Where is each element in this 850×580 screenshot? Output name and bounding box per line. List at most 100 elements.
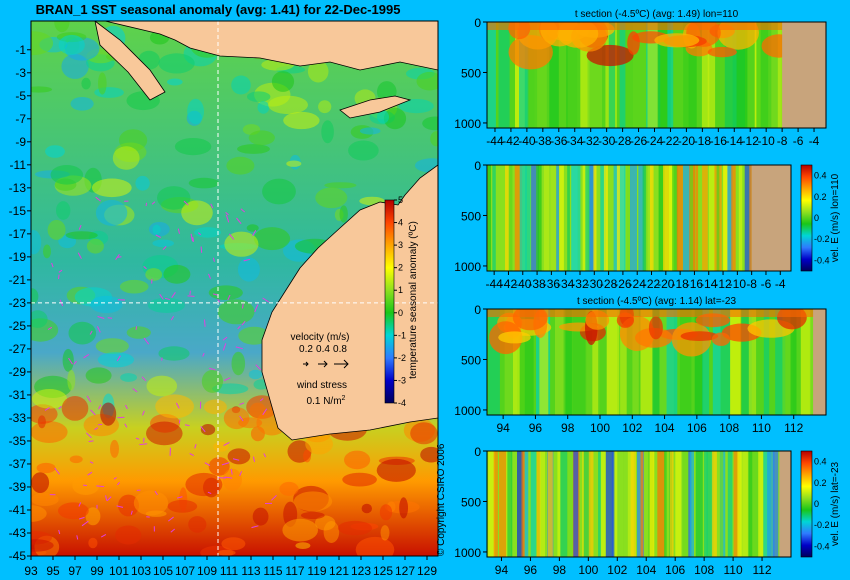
anomaly-patch <box>68 321 97 345</box>
velocity-vector <box>88 440 94 442</box>
section-column <box>711 451 717 557</box>
anomaly-patch <box>247 91 271 102</box>
anomaly-patch <box>252 507 269 526</box>
section-surface-layer <box>487 309 826 317</box>
map-y-tick-label: -15 <box>9 204 27 218</box>
velocity-vector <box>207 491 212 495</box>
section-column <box>605 451 613 557</box>
section-x-tick-label: 100 <box>590 421 610 435</box>
anomaly-patch <box>221 537 246 551</box>
section-x-tick-label: -18 <box>671 277 689 291</box>
anomaly-patch <box>237 144 270 154</box>
velocity-vector <box>189 290 191 295</box>
section-x-tick-label: 94 <box>495 563 509 577</box>
velocity-vector <box>241 320 246 326</box>
sst-colorbar-bar <box>384 199 395 404</box>
velocity-vector <box>222 343 227 351</box>
velocity-legend-value-1: 0.2 <box>299 344 313 355</box>
section-column <box>649 451 655 557</box>
section-column <box>688 451 692 557</box>
section-column <box>513 309 525 415</box>
section-x-tick-label: -24 <box>646 134 664 148</box>
velocity-vector <box>187 295 195 297</box>
section-column <box>720 309 731 415</box>
vel-section-lat: 94 96 98 100 102 104 106 108 110 112050010000.40.… <box>454 445 841 577</box>
velocity-vector <box>194 443 197 449</box>
section-column <box>763 309 770 415</box>
anomaly-patch <box>36 462 56 474</box>
section-column <box>640 451 644 557</box>
velocity-vector <box>96 485 105 488</box>
section-y-tick-label: 0 <box>474 445 481 459</box>
anomaly-patch <box>248 130 275 146</box>
section-column <box>720 451 724 557</box>
section-column <box>543 165 550 271</box>
velocity-vector <box>78 224 82 230</box>
velocity-vector <box>143 337 150 345</box>
anomaly-patch <box>315 515 336 531</box>
velocity-vector <box>143 266 147 270</box>
section-y-tick-label: 0 <box>474 303 481 317</box>
section-column <box>706 451 714 557</box>
anomaly-patch <box>90 295 123 314</box>
velocity-vector <box>151 201 156 205</box>
map-y-tick-label: -31 <box>9 388 27 402</box>
section-column <box>619 22 626 128</box>
section-column <box>577 165 581 271</box>
section-x-tick-label: -38 <box>528 277 546 291</box>
section-column <box>688 22 697 128</box>
section-x-tick-label: -44 <box>486 134 504 148</box>
vel-section-lat-frame <box>486 450 792 558</box>
anomaly-patch <box>226 156 255 175</box>
section-column <box>694 309 704 415</box>
velocity-vector <box>95 196 101 202</box>
map-x-tick-label: 95 <box>46 564 60 578</box>
section-column <box>531 165 539 271</box>
section-column <box>676 165 683 271</box>
anomaly-patch <box>208 457 230 476</box>
velocity-vector <box>230 468 233 475</box>
section-x-tick-label: -16 <box>710 134 728 148</box>
anomaly-patch <box>200 424 216 436</box>
anomaly-patch <box>217 549 236 556</box>
section-column <box>555 309 564 415</box>
vel-colorbar-tick-label: 0.2 <box>814 192 827 202</box>
velocity-vector <box>81 520 89 527</box>
anomaly-patch <box>146 421 183 446</box>
anomaly-patch <box>213 441 229 452</box>
section-land <box>782 22 826 128</box>
map-x-tick-label: 111 <box>220 564 239 578</box>
section-x-tick-label: -4 <box>775 277 786 291</box>
anomaly-patch <box>410 422 438 445</box>
section-x-tick-label: 96 <box>529 421 543 435</box>
velocity-vector <box>236 217 242 225</box>
section-column <box>771 22 781 128</box>
anomaly-patch <box>95 338 129 354</box>
t-section-lat: t section (-4.5ºC) (avg: 1.14) lat=-23 94… <box>454 296 827 435</box>
section-column <box>521 451 525 557</box>
section-column <box>588 451 594 557</box>
anomaly-patch <box>279 481 299 496</box>
anomaly-patch <box>222 468 242 491</box>
vel-colorbar-bar <box>800 450 813 558</box>
anomaly-patch <box>31 288 39 305</box>
velocity-vector <box>239 471 243 476</box>
velocity-vector <box>107 317 113 319</box>
anomaly-patch <box>231 75 251 95</box>
velocity-vector <box>242 303 244 309</box>
anomaly-patch <box>223 407 250 430</box>
section-column <box>630 165 637 271</box>
anomaly-patch <box>85 507 101 526</box>
velocity-vector <box>202 352 205 357</box>
section-column <box>702 309 710 415</box>
velocity-vector <box>177 228 180 234</box>
section-column <box>658 165 665 271</box>
map-y-tick-label: -41 <box>9 503 27 517</box>
anomaly-patch <box>359 127 381 135</box>
anomaly-patch <box>120 373 137 382</box>
section-column <box>675 451 682 557</box>
section-y-tick-label: 1000 <box>454 404 481 418</box>
map-y-tick-label: -37 <box>9 457 27 471</box>
velocity-vector <box>183 200 189 206</box>
section-column <box>733 451 740 557</box>
